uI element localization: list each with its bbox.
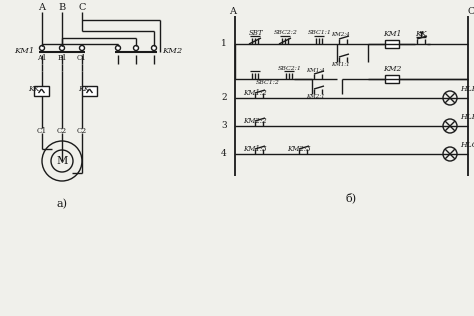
Text: B1: B1 [57, 54, 67, 62]
Bar [385, 75, 399, 83]
Text: SBC2:1: SBC2:1 [278, 65, 302, 70]
Text: C2: C2 [57, 127, 67, 135]
Text: C1: C1 [37, 127, 47, 135]
Text: HLG: HLG [460, 141, 474, 149]
Text: KM2:4: KM2:4 [331, 33, 349, 38]
Text: A: A [229, 7, 237, 15]
Text: KM2:2: KM2:2 [243, 117, 267, 125]
Text: A: A [38, 3, 46, 13]
Text: C: C [78, 3, 86, 13]
Text: M: M [56, 156, 68, 166]
Text: KM1:4: KM1:4 [306, 68, 324, 72]
Text: KM1:2: KM1:2 [243, 89, 267, 97]
Circle shape [116, 46, 120, 51]
Text: C: C [467, 7, 474, 15]
Bar [82, 86, 97, 96]
Text: SBT: SBT [249, 29, 263, 37]
Text: KK: KK [78, 85, 90, 93]
Text: KM2:1: KM2:1 [306, 94, 324, 100]
Circle shape [39, 46, 45, 51]
Text: 1: 1 [221, 40, 227, 48]
Text: C2: C2 [77, 127, 87, 135]
Text: SBC1:2: SBC1:2 [256, 81, 280, 86]
Text: KM1: KM1 [14, 47, 34, 55]
Bar [34, 86, 49, 96]
Text: KM1:1: KM1:1 [331, 63, 349, 68]
Text: б): б) [346, 193, 357, 204]
Text: KM2:3: KM2:3 [287, 145, 311, 153]
Text: KK: KK [415, 30, 427, 38]
Text: KM2: KM2 [383, 65, 401, 73]
Text: KM2: KM2 [162, 47, 182, 55]
Bar [385, 40, 399, 48]
Text: а): а) [56, 199, 67, 209]
Text: KK: KK [28, 85, 40, 93]
Text: HLR2: HLR2 [460, 113, 474, 121]
Text: HLR1: HLR1 [460, 85, 474, 93]
Text: 4: 4 [221, 149, 227, 159]
Circle shape [152, 46, 156, 51]
Text: B: B [58, 3, 65, 13]
Text: C1: C1 [77, 54, 87, 62]
Circle shape [134, 46, 138, 51]
Text: SBC2:2: SBC2:2 [274, 31, 298, 35]
Text: A1: A1 [37, 54, 47, 62]
Text: SBC1:1: SBC1:1 [308, 29, 332, 34]
Circle shape [80, 46, 84, 51]
Text: 2: 2 [221, 94, 227, 102]
Text: KM1: KM1 [383, 30, 401, 38]
Text: KM1:3: KM1:3 [243, 145, 267, 153]
Text: 3: 3 [221, 121, 227, 131]
Circle shape [60, 46, 64, 51]
